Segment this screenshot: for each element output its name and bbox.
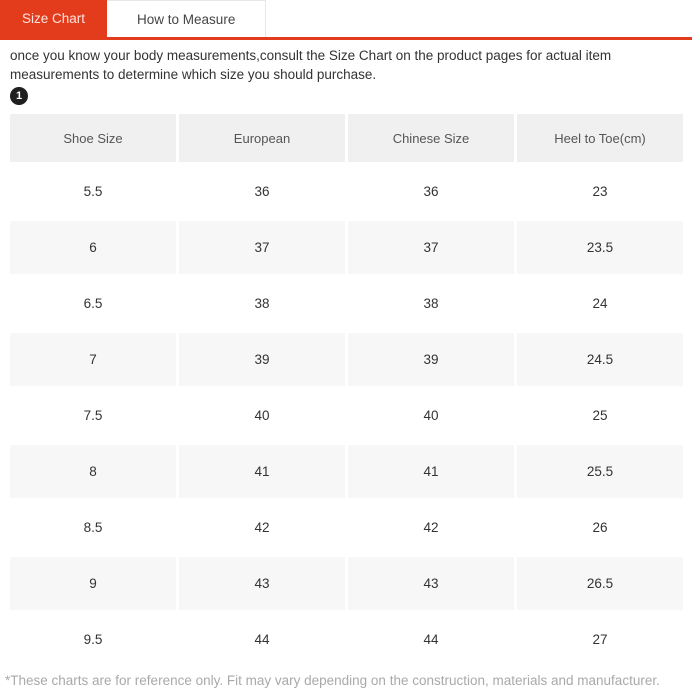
table-row: 8.5 42 42 26 xyxy=(10,501,683,554)
table-cell: 9 xyxy=(10,557,176,610)
table-row: 5.5 36 36 23 xyxy=(10,165,683,218)
table-cell: 39 xyxy=(179,333,345,386)
size-table-head: Shoe Size European Chinese Size Heel to Toe… xyxy=(10,114,683,162)
table-cell: 5.5 xyxy=(10,165,176,218)
table-cell: 8 xyxy=(10,445,176,498)
table-cell: 44 xyxy=(179,613,345,666)
table-cell: 36 xyxy=(348,165,514,218)
table-cell: 26 xyxy=(517,501,683,554)
table-cell: 7.5 xyxy=(10,389,176,442)
table-cell: 9.5 xyxy=(10,613,176,666)
table-cell: 37 xyxy=(179,221,345,274)
table-row: 8 41 41 25.5 xyxy=(10,445,683,498)
table-cell: 43 xyxy=(179,557,345,610)
table-row: 9.5 44 44 27 xyxy=(10,613,683,666)
table-cell: 26.5 xyxy=(517,557,683,610)
table-cell: 40 xyxy=(179,389,345,442)
table-cell: 40 xyxy=(348,389,514,442)
table-cell: 7 xyxy=(10,333,176,386)
footnote-text: *These charts are for reference only. Fi… xyxy=(5,673,660,688)
table-cell: 24 xyxy=(517,277,683,330)
table-cell: 25.5 xyxy=(517,445,683,498)
column-header: Chinese Size xyxy=(348,114,514,162)
table-cell: 23 xyxy=(517,165,683,218)
header-row: Shoe Size European Chinese Size Heel to Toe… xyxy=(10,114,683,162)
table-cell: 38 xyxy=(348,277,514,330)
table-cell: 37 xyxy=(348,221,514,274)
table-row: 9 43 43 26.5 xyxy=(10,557,683,610)
tab-bar: Size Chart How to Measure xyxy=(0,0,692,40)
table-row: 7 39 39 24.5 xyxy=(10,333,683,386)
table-cell: 39 xyxy=(348,333,514,386)
table-cell: 6.5 xyxy=(10,277,176,330)
table-cell: 25 xyxy=(517,389,683,442)
column-header: European xyxy=(179,114,345,162)
table-cell: 27 xyxy=(517,613,683,666)
step-1-badge: 1 xyxy=(10,87,28,105)
table-cell: 42 xyxy=(348,501,514,554)
table-cell: 44 xyxy=(348,613,514,666)
table-row: 7.5 40 40 25 xyxy=(10,389,683,442)
table-cell: 24.5 xyxy=(517,333,683,386)
tab-how-to-measure[interactable]: How to Measure xyxy=(107,0,267,37)
table-cell: 38 xyxy=(179,277,345,330)
column-header: Heel to Toe(cm) xyxy=(517,114,683,162)
table-row: 6.5 38 38 24 xyxy=(10,277,683,330)
table-cell: 42 xyxy=(179,501,345,554)
table-cell: 43 xyxy=(348,557,514,610)
table-cell: 36 xyxy=(179,165,345,218)
table-cell: 41 xyxy=(179,445,345,498)
table-cell: 41 xyxy=(348,445,514,498)
table-row: 6 37 37 23.5 xyxy=(10,221,683,274)
table-cell: 8.5 xyxy=(10,501,176,554)
table-cell: 6 xyxy=(10,221,176,274)
size-table-body: 5.5 36 36 23 6 37 37 23.5 6.5 38 38 24 7 39 39 24.5 7.5 4… xyxy=(10,165,683,666)
column-header: Shoe Size xyxy=(10,114,176,162)
intro-text: once you know your body measurements,con… xyxy=(10,48,612,82)
tab-size-chart[interactable]: Size Chart xyxy=(0,0,108,37)
table-cell: 23.5 xyxy=(517,221,683,274)
size-table: Shoe Size European Chinese Size Heel to Toe… xyxy=(7,111,686,669)
